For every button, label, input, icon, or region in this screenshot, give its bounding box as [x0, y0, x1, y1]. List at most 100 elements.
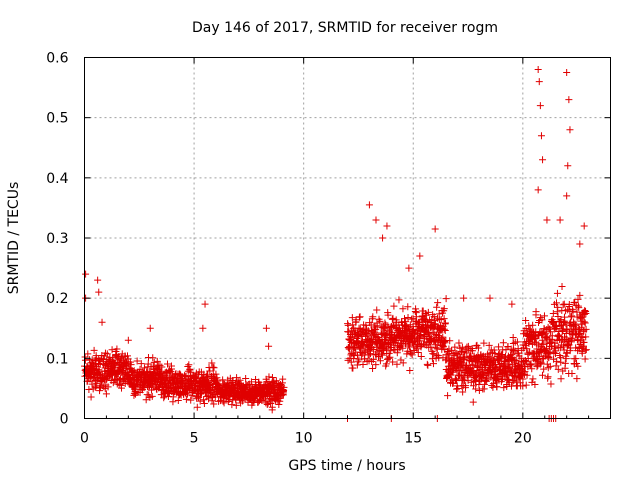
- data-point: [539, 156, 547, 164]
- data-point: [500, 384, 508, 392]
- data-point: [399, 344, 407, 352]
- data-point: [199, 324, 207, 332]
- data-point: [527, 360, 535, 368]
- data-point: [469, 347, 477, 355]
- data-point: [242, 375, 250, 383]
- data-point: [127, 361, 135, 369]
- data-point: [348, 314, 356, 322]
- data-point: [558, 282, 566, 290]
- data-point: [545, 350, 553, 358]
- data-point: [484, 353, 492, 361]
- data-point: [437, 316, 445, 324]
- data-point: [580, 222, 588, 230]
- data-point: [538, 329, 546, 337]
- data-point: [490, 346, 498, 354]
- data-point: [574, 362, 582, 370]
- data-point: [522, 381, 530, 389]
- data-point: [568, 370, 576, 378]
- data-point: [359, 360, 367, 368]
- data-point: [200, 399, 208, 407]
- data-point: [463, 343, 471, 351]
- data-point: [153, 357, 161, 365]
- data-point: [432, 344, 440, 352]
- data-point: [523, 371, 531, 379]
- data-point: [344, 356, 352, 364]
- data-point: [571, 298, 579, 306]
- data-point: [444, 351, 452, 359]
- data-point: [420, 340, 428, 348]
- data-point: [553, 289, 561, 297]
- data-point: [379, 234, 387, 242]
- data-point: [568, 312, 576, 320]
- data-point: [414, 348, 422, 356]
- data-point: [210, 364, 218, 372]
- data-point: [509, 378, 517, 386]
- data-point: [399, 359, 407, 367]
- data-point: [522, 317, 530, 325]
- data-point: [495, 355, 503, 363]
- data-point: [263, 401, 271, 409]
- data-point: [554, 303, 562, 311]
- y-tick-label: 0.6: [46, 51, 68, 67]
- data-point: [104, 383, 112, 391]
- data-point: [84, 350, 92, 358]
- data-point: [441, 327, 449, 335]
- data-point: [431, 225, 439, 233]
- data-point: [168, 365, 176, 373]
- data-point: [536, 102, 544, 110]
- data-point: [440, 305, 448, 313]
- data-point: [433, 345, 441, 353]
- data-point: [540, 365, 548, 373]
- data-point: [582, 325, 590, 333]
- data-point: [369, 313, 377, 321]
- data-point: [442, 295, 450, 303]
- data-point: [483, 375, 491, 383]
- data-point: [280, 383, 288, 391]
- data-point: [176, 370, 184, 378]
- data-point: [575, 326, 583, 334]
- data-point: [531, 334, 539, 342]
- data-point: [187, 396, 195, 404]
- data-point: [368, 344, 376, 352]
- data-point: [460, 294, 468, 302]
- data-point: [579, 342, 587, 350]
- data-point: [241, 387, 249, 395]
- data-point: [372, 216, 380, 224]
- data-point: [529, 375, 537, 383]
- data-point: [201, 300, 209, 308]
- data-point: [532, 308, 540, 316]
- data-point: [142, 396, 150, 404]
- data-point: [423, 360, 431, 368]
- data-point: [376, 357, 384, 365]
- data-point: [499, 339, 507, 347]
- data-point: [96, 384, 104, 392]
- data-point: [479, 370, 487, 378]
- data-point: [508, 351, 516, 359]
- data-point: [210, 400, 218, 408]
- data-point: [559, 301, 567, 309]
- y-axis-label: SRMTID / TECUs: [6, 182, 22, 295]
- data-point: [389, 358, 397, 366]
- data-point: [565, 96, 573, 104]
- data-point: [85, 386, 93, 394]
- data-point: [475, 386, 483, 394]
- data-point: [386, 353, 394, 361]
- data-point: [146, 324, 154, 332]
- y-tick-label: 0.2: [46, 291, 68, 307]
- data-point: [535, 78, 543, 86]
- data-point: [382, 329, 390, 337]
- data-point: [433, 303, 441, 311]
- data-point: [347, 358, 355, 366]
- data-point: [399, 305, 407, 313]
- data-point: [575, 304, 583, 312]
- data-points: [81, 66, 590, 422]
- data-point: [534, 186, 542, 194]
- data-point: [395, 296, 403, 304]
- data-point: [369, 365, 377, 373]
- data-point: [96, 387, 104, 395]
- data-point: [573, 335, 581, 343]
- data-point: [268, 403, 276, 411]
- data-point: [169, 393, 177, 401]
- data-point: [549, 310, 557, 318]
- data-point: [573, 375, 581, 383]
